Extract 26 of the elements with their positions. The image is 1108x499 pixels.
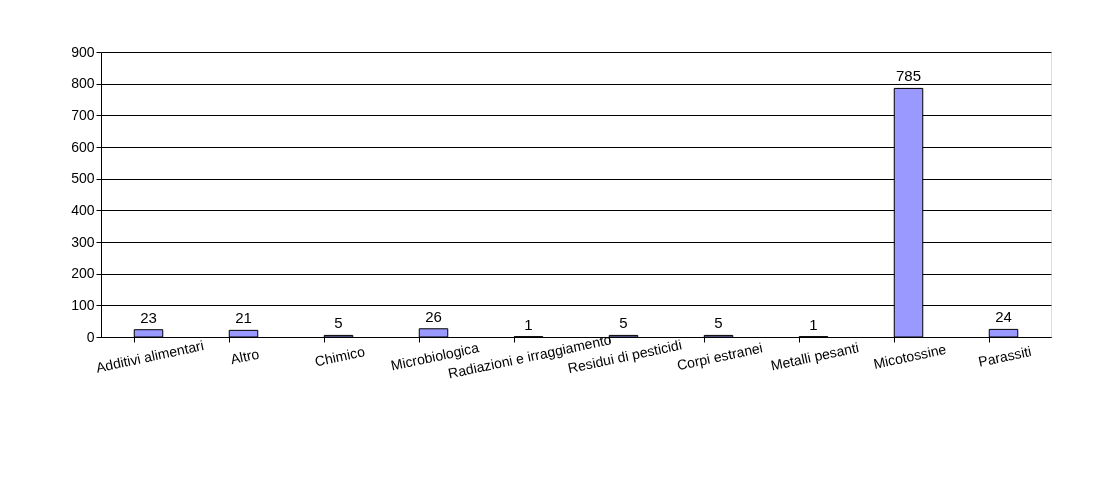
y-tick-label: 600 (71, 138, 95, 155)
x-tick-label: Metalli pesanti (769, 339, 861, 374)
x-tick-label: Parassiti (976, 342, 1033, 370)
y-tick-label: 700 (71, 106, 95, 123)
y-tick-label: 300 (71, 233, 95, 250)
x-tick-label: Chimico (313, 343, 367, 370)
y-tick-label: 100 (71, 296, 95, 313)
y-tick-label: 200 (71, 265, 95, 282)
y-tick-label: 900 (71, 43, 95, 60)
data-label: 5 (619, 314, 628, 332)
data-label: 26 (425, 307, 442, 325)
y-tick-label: 500 (71, 170, 95, 187)
x-tick-label: Micotossine (871, 340, 948, 372)
x-tick-label: Altro (229, 345, 261, 368)
y-tick-label: 800 (71, 75, 95, 92)
data-label: 24 (995, 308, 1012, 326)
data-label: 1 (809, 315, 818, 333)
x-tick-label: Additivi alimentari (94, 337, 206, 376)
data-label: 5 (714, 314, 723, 332)
y-tick-label: 400 (71, 201, 95, 218)
data-label: 23 (140, 308, 157, 326)
data-label: 785 (895, 67, 922, 85)
data-label: 21 (235, 309, 252, 327)
data-label: 1 (524, 315, 533, 333)
y-tick-label: 0 (86, 328, 95, 345)
data-label: 5 (334, 314, 343, 332)
